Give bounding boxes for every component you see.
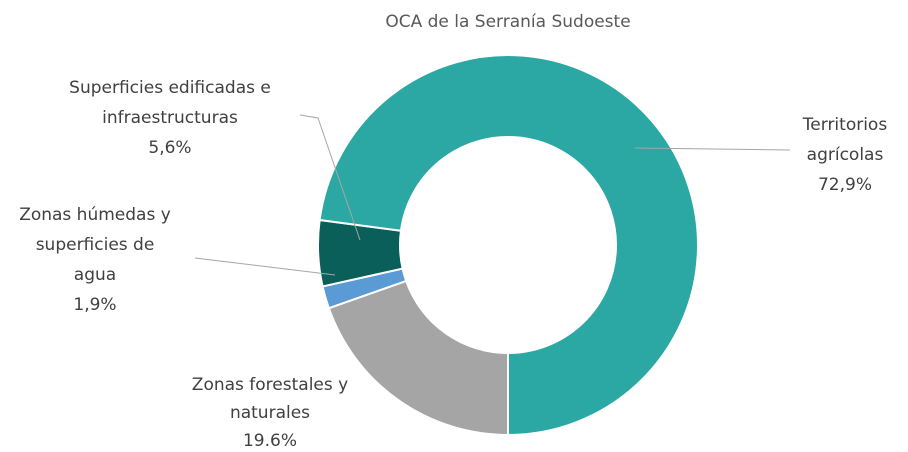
value-label: 72,9% [818,175,872,195]
slice-label: naturales [230,403,310,423]
leader-line [299,114,361,241]
donut-slice [318,54,699,437]
slice-label: agua [74,265,116,285]
chart-title: OCA de la Serranía Sudoeste [385,12,630,32]
value-label: 5,6% [148,138,191,158]
slice-label: Zonas forestales y [192,375,348,395]
slice-label: Superficies edificadas e [69,78,271,98]
donut-slice [327,279,509,437]
slice-label: superficies de [36,235,155,255]
slice-label: Territorios [802,115,888,135]
leader-line [634,147,791,151]
slice-label: Zonas húmedas y [19,205,171,225]
value-label: 1,9% [73,295,116,315]
leader-line [194,257,336,276]
slice-label: infraestructuras [102,108,238,128]
value-label: 19.6% [243,431,297,451]
slice-label: agrícolas [807,145,884,165]
